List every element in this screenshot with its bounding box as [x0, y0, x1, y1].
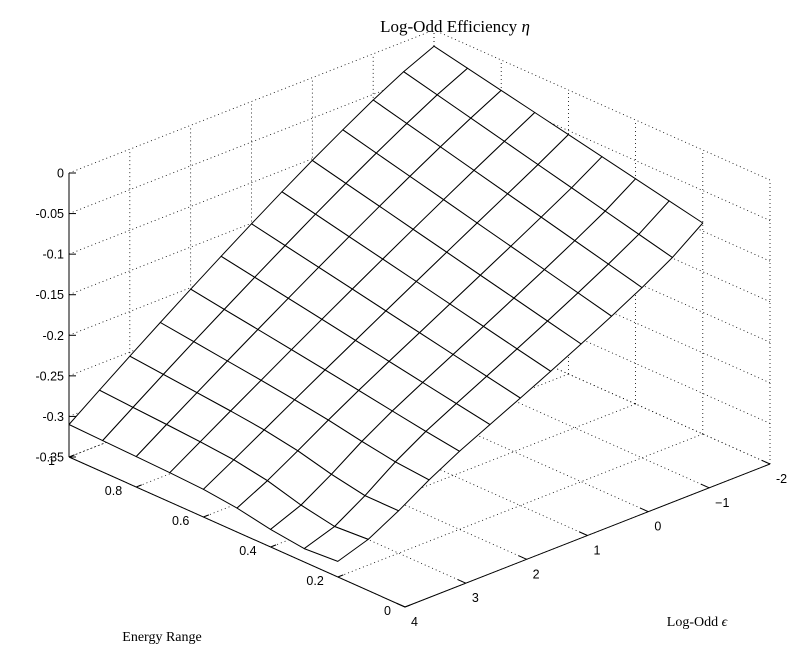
surface: [68, 45, 704, 562]
x-tick-label: 3: [472, 591, 479, 605]
y-tick: [203, 514, 210, 518]
x-tick: [700, 483, 710, 489]
z-tick-label: -0.05: [36, 207, 65, 221]
x-tick-label: 1: [594, 544, 601, 558]
y-axis-label: Energy Range: [122, 630, 201, 645]
y-tick-label: 1: [48, 454, 55, 468]
grid-line: [270, 403, 636, 548]
z-tick-label: -0.15: [36, 288, 65, 302]
x-tick: [578, 531, 588, 536]
y-tick-label: 0: [384, 604, 391, 618]
x-tick: [639, 507, 649, 513]
z-tick-label: 0: [57, 167, 64, 181]
z-tick-label: -0.3: [42, 410, 64, 424]
surface-cell: [303, 526, 369, 562]
x-tick-label: 4: [411, 615, 418, 629]
y-tick-label: 0.6: [172, 514, 189, 528]
x-tick-label: -2: [776, 472, 787, 486]
y-tick-label: 0.4: [239, 544, 256, 558]
chart-title: Log-Odd Efficiency η: [380, 17, 530, 36]
x-tick-label: 2: [533, 567, 540, 581]
y-tick: [404, 604, 411, 608]
z-tick-label: -0.25: [36, 369, 65, 383]
axes: [68, 172, 771, 608]
z-tick-label: -0.35: [36, 451, 65, 465]
z-tick-label: -0.1: [42, 248, 64, 262]
x-axis-label: Log-Odd ϵ: [667, 615, 729, 630]
x-tick-label: 0: [654, 520, 661, 534]
x-tick-label: −1: [715, 496, 729, 510]
x-tick: [457, 578, 467, 584]
y-tick: [136, 484, 142, 488]
x-tick: [761, 459, 771, 465]
y-tick: [270, 544, 277, 548]
grid-line: [68, 70, 435, 214]
y-axis-line: [68, 456, 406, 608]
x-tick: [396, 602, 406, 608]
x-tick: [518, 555, 527, 560]
tick-labels: 0 -0.05 -0.1 -0.15 -0.2 -0.25 -0.3 -0.35 0 0.2 0.4…: [36, 167, 788, 630]
y-tick: [68, 454, 75, 458]
y-tick-label: 0.2: [306, 574, 323, 588]
grid-line: [337, 433, 703, 578]
grid-line: [68, 110, 435, 255]
grid-line: [68, 29, 435, 174]
y-tick: [337, 574, 344, 578]
y-tick-label: 0.8: [105, 484, 122, 498]
z-tick-label: -0.2: [42, 329, 64, 343]
